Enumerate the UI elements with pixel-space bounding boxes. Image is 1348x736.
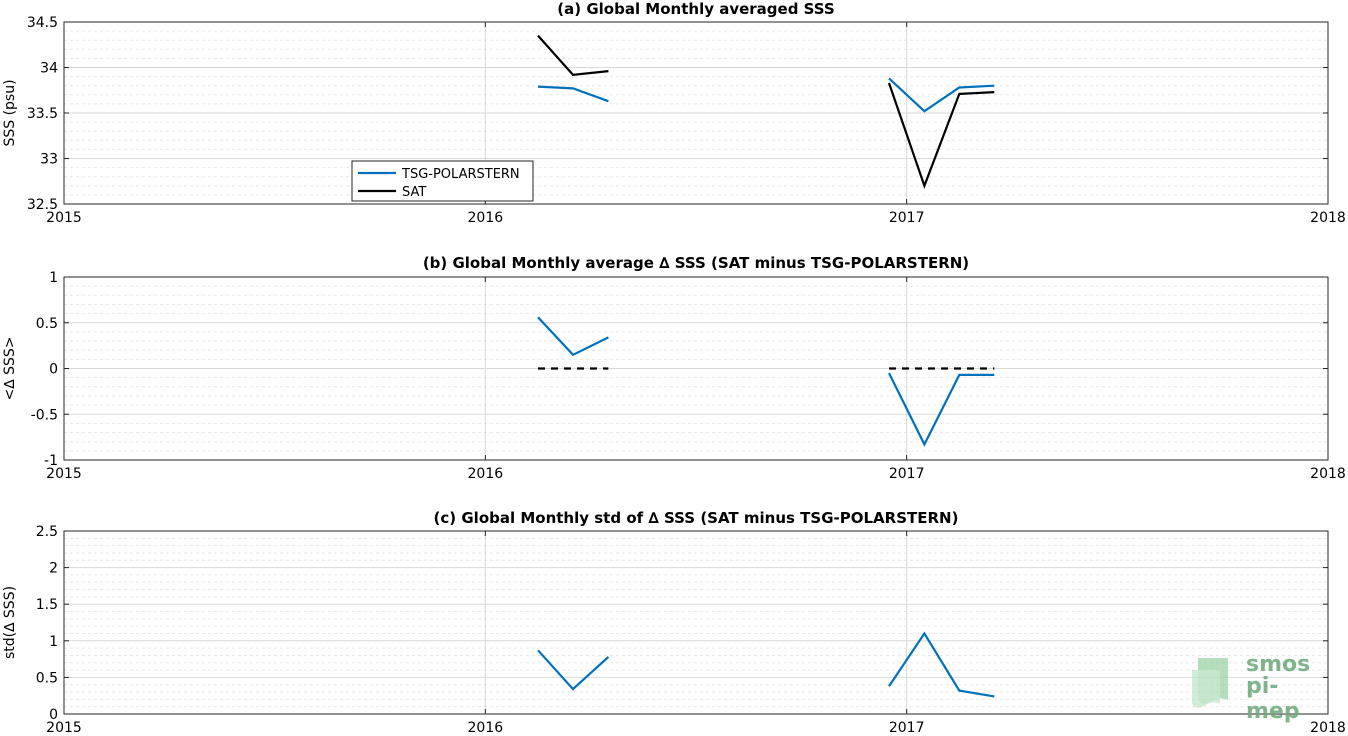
- series-line-0: [537, 316, 609, 357]
- x-tick-label: 2015: [46, 210, 82, 226]
- x-tick-label: 2018: [1310, 210, 1346, 226]
- series-line-0: [888, 77, 995, 113]
- y-tick-label: 34: [40, 61, 58, 77]
- x-tick-label: 2015: [46, 720, 82, 736]
- y-tick-label: 2: [49, 561, 58, 577]
- chart-title: (c) Global Monthly std of ∆ SSS (SAT min…: [434, 509, 959, 527]
- y-tick-label: 0: [49, 707, 58, 723]
- wave-icon: [1192, 658, 1228, 708]
- y-axis-label: std(∆ SSS): [2, 586, 18, 659]
- legend: TSG-POLARSTERN SAT: [351, 160, 534, 202]
- axis-box: [63, 530, 1329, 715]
- y-tick-label: 33.5: [27, 106, 58, 122]
- chart-title: (b) Global Monthly average ∆ SSS (SAT mi…: [423, 254, 969, 272]
- y-tick-label: 32.5: [27, 197, 58, 213]
- logo: smos pi-mep: [1188, 652, 1328, 724]
- legend-label: TSG-POLARSTERN: [401, 167, 520, 182]
- chart-title: (a) Global Monthly averaged SSS: [557, 0, 834, 18]
- x-tick-label: 2016: [468, 466, 504, 482]
- y-tick-label: 1.5: [36, 597, 58, 613]
- y-axis-label: SSS (psu): [2, 79, 18, 146]
- y-tick-label: 33: [40, 152, 58, 168]
- x-tick-label: 2018: [1310, 466, 1346, 482]
- y-tick-label: 0.5: [36, 670, 58, 686]
- x-tick-label: 2017: [889, 466, 925, 482]
- series-line-0: [537, 649, 610, 691]
- x-tick-label: 2015: [46, 466, 82, 482]
- legend-label: SAT: [402, 185, 426, 200]
- logo-line1: smos: [1246, 652, 1311, 677]
- series-line-0: [888, 372, 995, 447]
- chart-panel-2: 2015 2016 2017 2018 0 0.5 1 1.5 2 2.5 (c) Global M…: [2, 509, 1346, 736]
- legend-box: [351, 160, 534, 202]
- series-line-1: [887, 82, 995, 190]
- y-tick-label: 0: [49, 362, 58, 378]
- y-tick-label: -0.5: [31, 407, 58, 423]
- chart-panel-1: 2015 2016 2017 2018 -1 -0.5 0 0.5 1 (b) Global Mo…: [2, 254, 1346, 482]
- series-line-0: [888, 631, 995, 698]
- x-tick-label: 2016: [468, 210, 504, 226]
- x-tick-label: 2017: [889, 720, 925, 736]
- logo-line2: pi-mep: [1246, 674, 1300, 724]
- x-tick-label: 2016: [468, 720, 504, 736]
- x-tick-label: 2017: [889, 210, 925, 226]
- y-axis-label: <∆ SSS>: [2, 337, 18, 401]
- series-line-1: [537, 34, 609, 76]
- y-tick-label: 0.5: [36, 316, 58, 332]
- series-line-0: [537, 85, 609, 103]
- y-tick-label: 1: [49, 270, 58, 286]
- chart-panel-0: 2015 2016 2017 2018 32.5 33 33.5 34 34.5 (a) Glob…: [2, 0, 1346, 226]
- y-tick-label: 1: [49, 634, 58, 650]
- y-tick-label: 34.5: [27, 15, 58, 31]
- x-tick-label: 2018: [1310, 720, 1346, 736]
- y-tick-label: 2.5: [36, 524, 58, 540]
- y-tick-label: -1: [44, 453, 58, 469]
